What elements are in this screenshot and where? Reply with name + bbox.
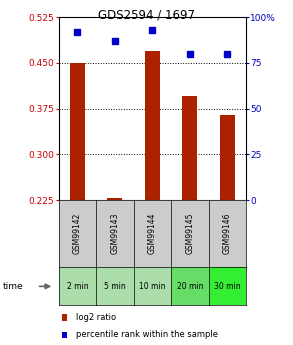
Text: GSM99144: GSM99144 xyxy=(148,213,157,255)
Text: 10 min: 10 min xyxy=(139,282,166,291)
Text: GSM99143: GSM99143 xyxy=(110,213,119,255)
Bar xyxy=(145,51,160,200)
Text: 2 min: 2 min xyxy=(67,282,88,291)
Bar xyxy=(107,198,122,200)
Text: time: time xyxy=(3,282,23,291)
Text: 5 min: 5 min xyxy=(104,282,126,291)
Text: log2 ratio: log2 ratio xyxy=(76,313,116,322)
Text: 20 min: 20 min xyxy=(177,282,203,291)
Text: GSM99145: GSM99145 xyxy=(185,213,194,255)
Text: GDS2594 / 1697: GDS2594 / 1697 xyxy=(98,9,195,22)
Bar xyxy=(70,63,85,200)
Text: GSM99146: GSM99146 xyxy=(223,213,232,255)
Text: percentile rank within the sample: percentile rank within the sample xyxy=(76,330,218,339)
Bar xyxy=(220,115,235,200)
Text: 30 min: 30 min xyxy=(214,282,241,291)
Bar xyxy=(182,97,197,200)
Text: GSM99142: GSM99142 xyxy=(73,213,82,254)
